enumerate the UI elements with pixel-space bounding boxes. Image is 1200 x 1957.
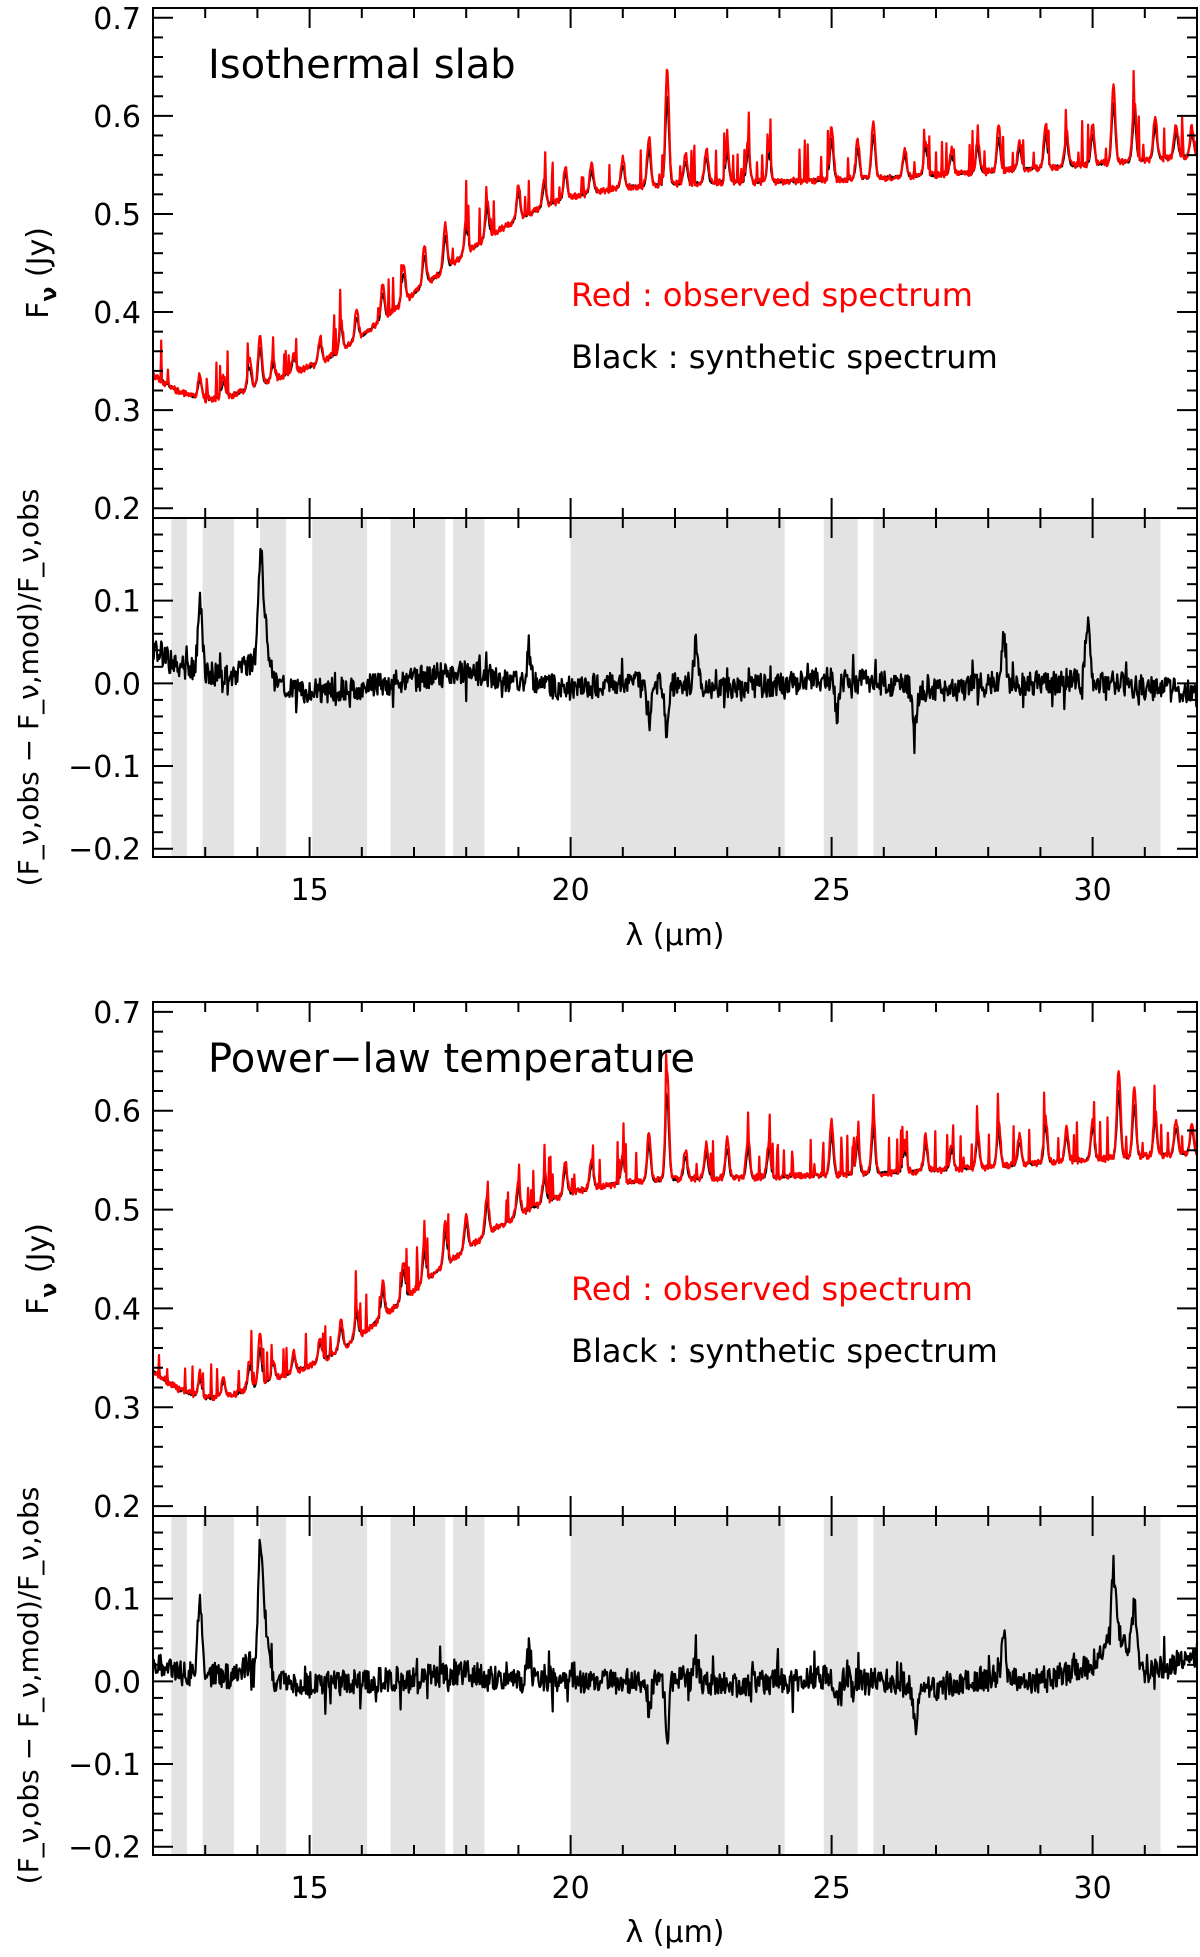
residual-line xyxy=(151,1538,1199,1745)
flux-y-axis-title: Fν (Jy) xyxy=(21,227,62,319)
flux-y-tick-label: 0.4 xyxy=(93,296,141,331)
residual-y-tick-label: −0.1 xyxy=(68,750,141,785)
residual-y-tick-label: 0.1 xyxy=(93,585,141,620)
flux-y-tick-label: 0.2 xyxy=(93,492,141,527)
legend-entry-0: Red : observed spectrum xyxy=(571,276,973,314)
flux-y-tick-label: 0.3 xyxy=(93,1391,141,1426)
x-tick-label: 15 xyxy=(291,1871,329,1906)
flux-y-tick-label: 0.3 xyxy=(93,394,141,429)
flux-y-axis-title-unit: (Jy) xyxy=(21,227,56,287)
residual-y-axis-title: (F_ν,obs − F_ν,mod)/F_ν,obs xyxy=(12,489,45,887)
legend-entry-0: Red : observed spectrum xyxy=(571,1270,973,1308)
flux-y-axis-title: Fν (Jy) xyxy=(21,1223,62,1315)
shaded-band-1 xyxy=(202,518,234,857)
shaded-band-2 xyxy=(260,518,287,857)
observed-spectrum-line xyxy=(151,1053,1199,1402)
shaded-band-5 xyxy=(453,518,485,857)
x-axis-title: λ (μm) xyxy=(625,1915,724,1950)
shaded-band-0 xyxy=(171,518,187,857)
residual-y-tick-label: −0.1 xyxy=(68,1748,141,1783)
x-tick-label: 30 xyxy=(1074,1871,1112,1906)
residual-y-axis-title: (F_ν,obs − F_ν,mod)/F_ν,obs xyxy=(12,1487,45,1885)
flux-y-tick-label: 0.7 xyxy=(93,2,141,37)
flux-y-axis-title-main: F xyxy=(21,302,56,319)
legend-entry-1: Black : synthetic spectrum xyxy=(571,338,998,376)
x-tick-label: 25 xyxy=(813,873,851,908)
residual-y-tick-label: 0.0 xyxy=(93,667,141,702)
flux-y-tick-label: 0.6 xyxy=(93,100,141,135)
flux-y-tick-label: 0.5 xyxy=(93,1194,141,1229)
residual-y-tick-label: 0.1 xyxy=(93,1583,141,1618)
x-tick-label: 20 xyxy=(552,873,590,908)
residual-line xyxy=(151,547,1199,755)
panel-title: Power−law temperature xyxy=(208,1036,695,1082)
flux-y-tick-label: 0.7 xyxy=(93,996,141,1031)
observed-spectrum-line xyxy=(152,68,1199,404)
flux-y-axis-title-unit: (Jy) xyxy=(21,1223,56,1283)
x-axis-title: λ (μm) xyxy=(625,918,724,953)
flux-y-tick-label: 0.4 xyxy=(93,1292,141,1327)
residual-y-tick-label: −0.2 xyxy=(68,1831,141,1866)
flux-y-axis-title-sub: ν xyxy=(37,1283,62,1298)
x-tick-label: 15 xyxy=(291,873,329,908)
legend-entry-1: Black : synthetic spectrum xyxy=(571,1332,998,1370)
shaded-band-0 xyxy=(171,1516,187,1855)
shaded-band-5 xyxy=(453,1516,485,1855)
flux-y-tick-label: 0.2 xyxy=(93,1490,141,1525)
flux-y-axis-title-sub: ν xyxy=(37,287,62,302)
figure-power-law-temperature: 0.2 0.3 0.4 0.5 0.6 0.7 −0.2 −0.1 0.0 0.1 15 20 25 30… xyxy=(12,996,1199,1950)
flux-y-tick-label: 0.5 xyxy=(93,198,141,233)
flux-y-axis-title-main: F xyxy=(21,1298,56,1315)
panel-title: Isothermal slab xyxy=(208,42,516,88)
residual-y-tick-label: 0.0 xyxy=(93,1665,141,1700)
flux-y-tick-label: 0.6 xyxy=(93,1095,141,1130)
residual-y-tick-label: −0.2 xyxy=(68,833,141,868)
x-tick-label: 20 xyxy=(552,1871,590,1906)
figure-isothermal-slab: 0.2 0.3 0.4 0.5 0.6 0.7 −0.2 −0.1 0.0 0.1 15 20 25 30… xyxy=(12,2,1199,953)
x-tick-label: 30 xyxy=(1074,873,1112,908)
x-tick-label: 25 xyxy=(813,1871,851,1906)
